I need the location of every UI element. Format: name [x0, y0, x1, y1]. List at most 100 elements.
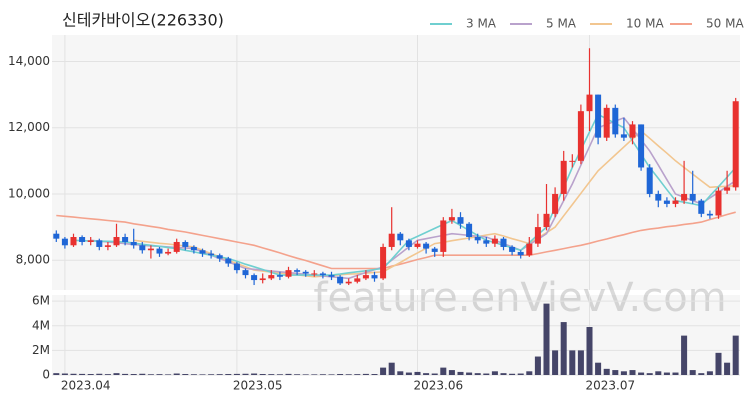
volume-bar: [190, 374, 197, 375]
volume-bar: [457, 371, 464, 375]
candle-body: [388, 233, 395, 247]
candle-body: [285, 270, 292, 277]
volume-bar: [586, 327, 593, 375]
candle-body: [698, 200, 705, 214]
legend-label: 50 MA: [706, 17, 744, 31]
x-tick-label: 2023.06: [414, 379, 464, 393]
volume-bar: [122, 373, 129, 375]
candle-body: [491, 238, 498, 244]
candle-body: [629, 124, 636, 138]
candle-body: [225, 258, 232, 264]
volume-bar: [104, 374, 111, 375]
y-tick-label: 8,000: [16, 253, 50, 267]
candle-body: [397, 233, 404, 241]
candle-body: [500, 238, 507, 247]
candle-body: [552, 193, 559, 214]
volume-bar: [423, 373, 430, 375]
volume-bar: [569, 350, 576, 375]
volume-tick-label: 0: [42, 368, 50, 382]
volume-bar: [328, 374, 335, 375]
volume-bar: [431, 373, 438, 375]
candle-body: [70, 237, 77, 246]
volume-bar: [595, 362, 602, 375]
volume-bar: [87, 374, 94, 375]
volume-bar: [629, 370, 636, 375]
y-tick-label: 12,000: [8, 120, 50, 134]
volume-bar: [732, 335, 739, 375]
candle-body: [655, 193, 662, 201]
candle-body: [251, 275, 258, 281]
candle-body: [61, 238, 68, 246]
candle-body: [706, 213, 713, 216]
volume-bar: [319, 374, 326, 375]
candle-body: [96, 240, 103, 247]
price-panel: [52, 35, 740, 290]
volume-bar: [517, 373, 524, 375]
volume-bar: [139, 373, 146, 375]
candle-body: [130, 241, 137, 246]
candle-body: [457, 217, 464, 224]
candle-body: [319, 273, 326, 276]
volume-bar: [681, 335, 688, 375]
volume-bar: [173, 373, 180, 375]
candle-body: [405, 240, 412, 247]
watermark: feature.enVievV.com: [313, 275, 726, 321]
candle-body: [569, 160, 576, 162]
volume-bar: [440, 367, 447, 375]
candle-body: [208, 253, 215, 256]
candle-body: [311, 273, 318, 275]
candle-body: [448, 217, 455, 221]
candle-body: [276, 275, 283, 277]
candle-body: [440, 220, 447, 252]
volume-bar: [612, 370, 619, 375]
candle-body: [431, 248, 438, 252]
candle-body: [638, 124, 645, 168]
candle-body: [474, 237, 481, 241]
candle-body: [414, 243, 421, 247]
volume-bar: [294, 374, 301, 375]
candle-body: [53, 233, 60, 239]
candle-body: [577, 111, 584, 161]
y-tick-label: 10,000: [8, 186, 50, 200]
candle-body: [190, 246, 197, 251]
volume-bar: [147, 374, 154, 375]
volume-bar: [414, 371, 421, 375]
candle-body: [517, 251, 524, 256]
candle-body: [328, 275, 335, 277]
candle-body: [182, 241, 189, 247]
candle-body: [560, 160, 567, 194]
candle-body: [612, 107, 619, 135]
volume-bar: [526, 371, 533, 375]
volume-bar: [276, 374, 283, 375]
x-tick-label: 2023.07: [586, 379, 636, 393]
candle-body: [113, 237, 120, 246]
volume-bar: [311, 374, 318, 375]
candle-body: [79, 237, 86, 242]
volume-tick-label: 4M: [32, 318, 50, 332]
volume-panel: [52, 295, 740, 375]
legend-label: 10 MA: [626, 17, 664, 31]
volume-bar: [663, 372, 670, 375]
volume-bar: [362, 373, 369, 375]
candle-body: [620, 134, 627, 138]
volume-bar: [483, 373, 490, 375]
candle-body: [483, 240, 490, 244]
candle-body: [268, 275, 275, 279]
volume-bar: [345, 374, 352, 375]
volume-bar: [491, 371, 498, 375]
volume-bar: [70, 373, 77, 375]
candle-body: [595, 94, 602, 138]
volume-bar: [130, 374, 137, 375]
volume-bar: [724, 362, 731, 375]
volume-bar: [225, 374, 232, 375]
volume-bar: [96, 373, 103, 375]
y-tick-label: 14,000: [8, 54, 50, 68]
volume-bar: [388, 362, 395, 375]
candle-body: [362, 275, 369, 279]
candle-body: [165, 251, 172, 254]
volume-bar: [560, 322, 567, 375]
candle-body: [724, 187, 731, 191]
candle-body: [732, 101, 739, 188]
candle-body: [139, 245, 146, 251]
volume-bar: [405, 372, 412, 375]
